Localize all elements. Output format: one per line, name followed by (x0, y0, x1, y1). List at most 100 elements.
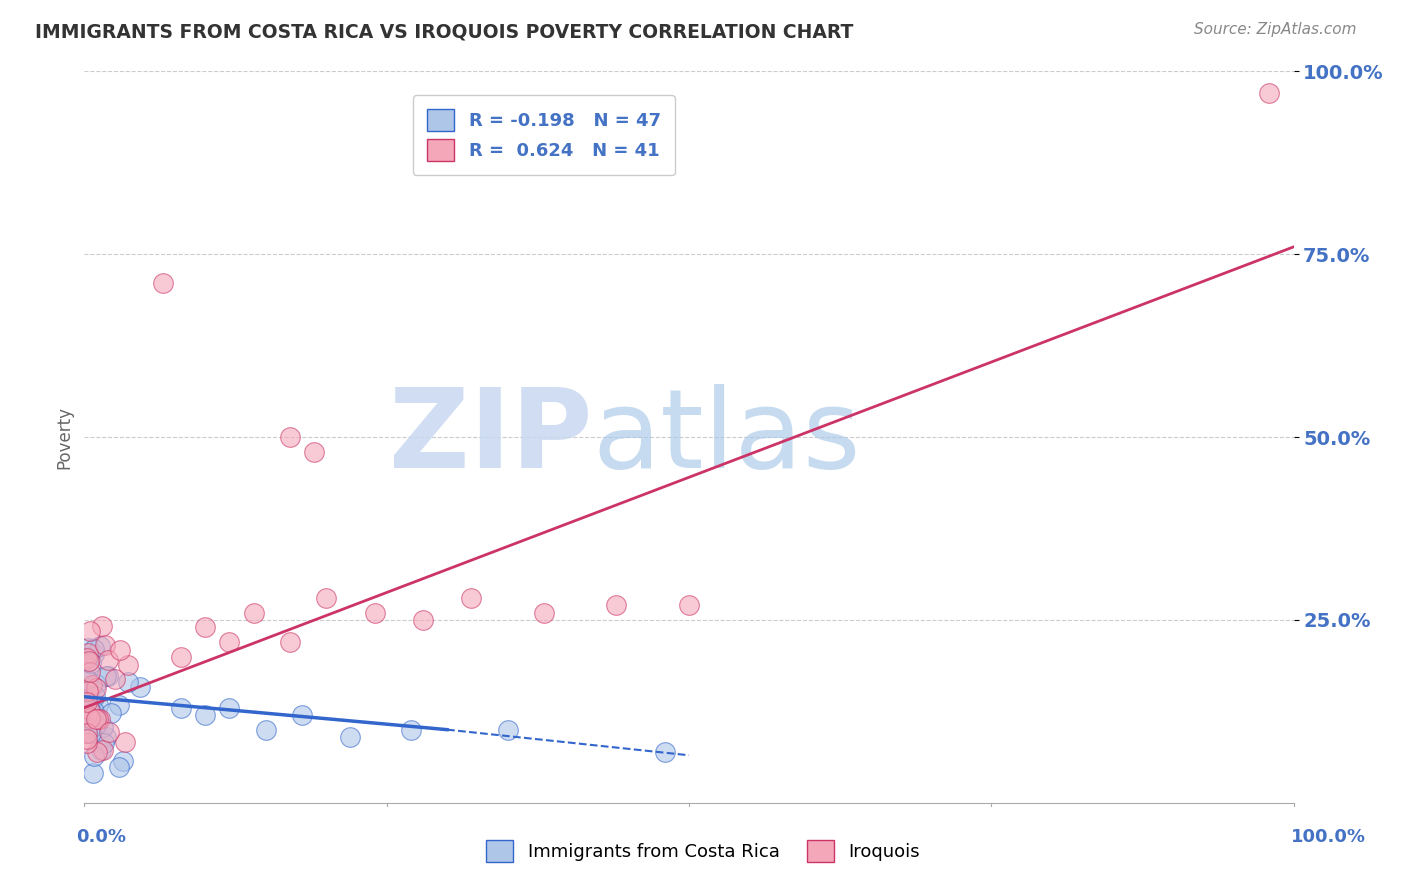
Point (82, 706, 104, 721)
Point (1258, 87, 1281, 101)
Point (84, 718, 107, 732)
Text: atlas: atlas (592, 384, 860, 491)
Point (278, 430, 301, 444)
Point (363, 606, 385, 620)
Point (79, 624, 101, 638)
Point (83, 706, 105, 720)
Y-axis label: Poverty: Poverty (55, 406, 73, 468)
Point (86, 712, 108, 726)
Point (170, 649, 193, 664)
Point (94, 638, 117, 652)
Point (76, 712, 98, 726)
Point (82, 766, 104, 780)
Point (117, 674, 139, 689)
Point (89, 640, 111, 654)
Text: IMMIGRANTS FROM COSTA RICA VS IROQUOIS POVERTY CORRELATION CHART: IMMIGRANTS FROM COSTA RICA VS IROQUOIS P… (35, 22, 853, 41)
Point (77, 702, 100, 716)
Point (533, 606, 555, 620)
Point (79, 683, 101, 698)
Point (97, 653, 120, 667)
Point (97, 669, 120, 683)
Point (83, 704, 105, 718)
Point (79, 665, 101, 679)
Point (80, 726, 103, 740)
Point (654, 745, 676, 759)
Point (103, 673, 125, 687)
Point (91, 720, 114, 734)
Point (80, 656, 103, 670)
Point (91, 619, 114, 633)
Point (291, 708, 314, 723)
Point (678, 599, 700, 613)
Point (254, 723, 277, 737)
Point (90, 743, 112, 757)
Point (112, 755, 135, 769)
Point (84, 681, 107, 696)
Point (96, 730, 118, 744)
Point (152, 277, 174, 291)
Point (117, 658, 139, 673)
Point (170, 700, 193, 714)
Point (80, 677, 103, 691)
Point (460, 591, 482, 605)
Point (114, 734, 136, 748)
Point (108, 698, 131, 712)
Point (242, 606, 264, 620)
Point (76, 695, 98, 709)
Point (76, 650, 98, 665)
Point (194, 620, 217, 634)
Point (83, 749, 105, 764)
Point (77, 654, 100, 668)
Point (76, 673, 98, 687)
Point (98, 724, 121, 739)
Point (80, 711, 103, 725)
Point (79, 702, 101, 716)
Legend: R = -0.198   N = 47, R =  0.624   N = 41: R = -0.198 N = 47, R = 0.624 N = 41 (412, 95, 675, 175)
Point (86, 745, 108, 759)
Point (91, 743, 114, 757)
Text: ZIP: ZIP (389, 384, 592, 491)
Point (77, 640, 100, 655)
Point (128, 680, 150, 694)
Point (339, 730, 361, 744)
Text: 100.0%: 100.0% (1291, 828, 1367, 846)
Point (76, 731, 98, 746)
Text: 0.0%: 0.0% (76, 828, 127, 846)
Point (302, 444, 325, 458)
Legend: Immigrants from Costa Rica, Iroquois: Immigrants from Costa Rica, Iroquois (479, 833, 927, 870)
Point (76, 726, 98, 740)
Point (84, 676, 107, 690)
Point (100, 706, 122, 720)
Point (278, 635, 301, 649)
Point (76, 708, 98, 723)
Point (76, 710, 98, 724)
Point (412, 613, 434, 627)
Point (86, 698, 108, 712)
Point (76, 672, 98, 686)
Point (83, 647, 105, 661)
Point (83, 642, 105, 657)
Point (110, 643, 132, 657)
Point (79, 711, 101, 725)
Point (84, 689, 107, 703)
Point (194, 708, 217, 723)
Point (87, 713, 110, 727)
Point (218, 700, 240, 714)
Point (77, 712, 100, 726)
Point (399, 723, 422, 737)
Point (93, 735, 115, 749)
Point (605, 599, 627, 613)
Point (76, 691, 98, 706)
Point (76, 655, 98, 669)
Point (496, 723, 519, 737)
Point (315, 591, 337, 605)
Text: Source: ZipAtlas.com: Source: ZipAtlas.com (1194, 22, 1357, 37)
Point (76, 726, 98, 740)
Point (108, 759, 131, 773)
Point (94, 669, 117, 683)
Point (89, 712, 111, 726)
Point (218, 635, 240, 649)
Point (76, 646, 98, 660)
Point (77, 684, 100, 698)
Point (76, 736, 98, 750)
